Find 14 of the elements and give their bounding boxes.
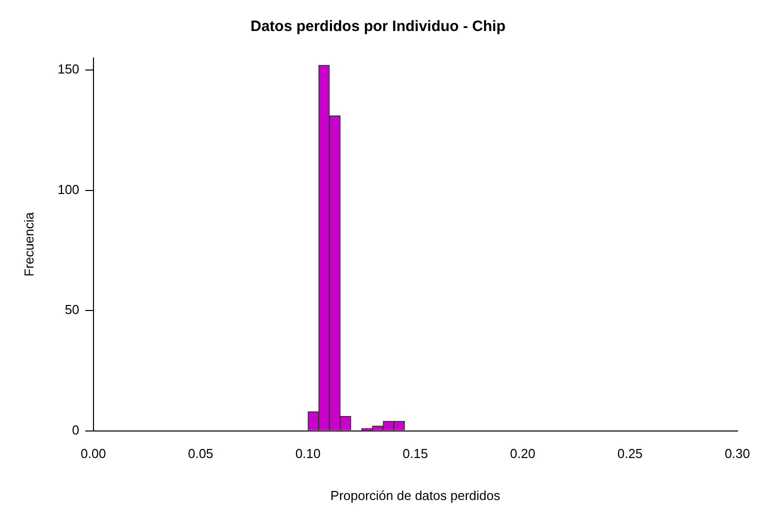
- x-tick-label: 0.15: [402, 446, 428, 462]
- x-tick-label: 0.05: [188, 446, 214, 462]
- y-tick-label: 150: [58, 62, 80, 77]
- y-tick-label: 100: [58, 182, 80, 197]
- y-axis-title: Frecuencia: [21, 211, 36, 277]
- x-tick-label: 0.25: [617, 446, 643, 462]
- chart-title: Datos perdidos por Individuo - Chip: [250, 18, 506, 36]
- x-tick-label: 0.30: [724, 446, 750, 462]
- x-axis-title: Proporción de datos perdidos: [330, 488, 501, 503]
- x-tick-label: 0.00: [80, 446, 106, 462]
- x-tick-label: 0.20: [510, 446, 536, 462]
- y-tick-label: 50: [64, 302, 80, 318]
- y-tick-label: 0: [72, 422, 80, 438]
- x-tick-label: 0.10: [295, 446, 321, 462]
